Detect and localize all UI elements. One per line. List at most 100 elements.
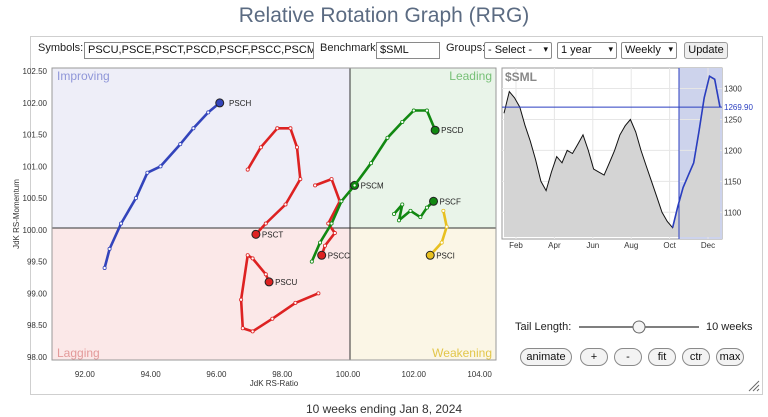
quadrant-improving: [52, 68, 350, 228]
benchmark-y-tick: 1250: [724, 115, 742, 124]
tail-line: [428, 209, 448, 257]
tail-point: [313, 183, 318, 188]
benchmark-current-value: 1269.90: [724, 103, 753, 112]
tail-point: [424, 205, 429, 210]
series-label: PSCT: [262, 230, 283, 239]
tail-length-value: 10 weeks: [706, 321, 753, 333]
tail-point: [400, 119, 405, 124]
frequency-select[interactable]: Weekly ▾: [621, 42, 677, 59]
y-tick-label: 100.50: [23, 194, 48, 203]
tail-point: [263, 221, 268, 226]
series-label: PSCC: [328, 251, 350, 260]
x-tick-label: 96.00: [206, 370, 227, 379]
fit-button[interactable]: fit: [648, 348, 676, 366]
zoom-in-button[interactable]: +: [580, 348, 608, 366]
benchmark-x-tick: Feb: [509, 241, 523, 250]
tail-point: [133, 196, 138, 201]
tail-point: [145, 170, 150, 175]
tail-point: [318, 240, 323, 245]
tail-point: [329, 221, 334, 226]
tail-point: [400, 202, 405, 207]
update-button[interactable]: Update: [684, 42, 728, 59]
head-marker[interactable]: [317, 250, 327, 260]
benchmark-line-highlight: [671, 74, 721, 228]
tail-point: [316, 291, 321, 296]
benchmark-y-tick: 1200: [724, 146, 742, 155]
chevron-down-icon: ▾: [543, 44, 548, 54]
x-tick-label: 92.00: [75, 370, 96, 379]
benchmark-label: Benchmark:: [320, 42, 379, 54]
tail-point: [275, 126, 280, 131]
y-tick-label: 102.50: [23, 67, 48, 76]
tail-point: [245, 167, 250, 172]
zoom-out-button[interactable]: -: [614, 348, 642, 366]
slider-handle[interactable]: [632, 320, 646, 334]
quadrant-label-leading: Leading: [449, 69, 492, 83]
period-select[interactable]: 1 year ▾: [557, 42, 617, 59]
tail-point: [411, 108, 416, 113]
series-pscu: PSCU: [239, 253, 321, 334]
frequency-select-value: Weekly: [625, 44, 661, 56]
series-pscd: PSCD: [352, 108, 464, 188]
chevron-down-icon: ▾: [608, 44, 613, 54]
benchmark-x-tick: Oct: [663, 241, 676, 250]
series-label: PSCU: [275, 278, 297, 287]
benchmark-current-badge: [723, 101, 761, 113]
tail-point: [418, 215, 423, 220]
tail-point: [102, 265, 107, 270]
benchmark-title: $SML: [505, 70, 537, 84]
benchmark-x-tick: Apr: [548, 241, 561, 250]
quadrant-label-lagging: Lagging: [57, 346, 100, 360]
benchmark-y-tick: 1100: [724, 208, 742, 217]
tail-point: [332, 231, 337, 236]
tail-point: [250, 329, 255, 334]
benchmark-y-tick: 1150: [724, 177, 742, 186]
tail-point: [441, 208, 446, 213]
y-axis-label: JdK RS-Momentum: [12, 179, 21, 249]
benchmark-input[interactable]: $SML: [376, 42, 440, 59]
resize-handle-icon[interactable]: [746, 378, 760, 392]
tail-point: [206, 110, 211, 115]
y-tick-label: 100.00: [23, 226, 48, 235]
quadrant-label-weakening: Weakening: [432, 346, 492, 360]
symbols-input[interactable]: PSCU,PSCE,PSCT,PSCD,PSCF,PSCC,PSCM,PS(: [84, 42, 314, 59]
head-marker[interactable]: [264, 277, 274, 287]
animate-button[interactable]: animate: [520, 348, 572, 366]
groups-select[interactable]: - Select - ▾: [484, 42, 552, 59]
head-marker[interactable]: [215, 98, 225, 108]
tail-point: [295, 145, 300, 150]
tail-point: [309, 259, 314, 264]
center-button[interactable]: ctr: [682, 348, 710, 366]
tail-point: [298, 177, 303, 182]
tail-length-label: Tail Length:: [515, 321, 572, 333]
y-tick-label: 101.00: [23, 162, 48, 171]
head-marker[interactable]: [429, 196, 439, 206]
tail-point: [107, 246, 112, 251]
tail-length-slider[interactable]: [575, 318, 703, 336]
y-tick-label: 98.50: [27, 321, 48, 330]
series-psci: PSCI: [425, 208, 455, 260]
max-button[interactable]: max: [716, 348, 744, 366]
tail-point: [293, 300, 298, 305]
head-marker[interactable]: [251, 229, 261, 239]
x-tick-label: 104.00: [467, 370, 492, 379]
footer-caption: 10 weeks ending Jan 8, 2024: [305, 402, 463, 416]
x-tick-label: 102.00: [402, 370, 427, 379]
y-tick-label: 99.00: [27, 289, 48, 298]
tail-point: [339, 199, 344, 204]
series-label: PSCI: [436, 251, 455, 260]
head-marker[interactable]: [430, 125, 440, 135]
page-title: Relative Rotation Graph (RRG): [238, 4, 530, 27]
tail-point: [439, 240, 444, 245]
head-marker[interactable]: [425, 250, 435, 260]
tail-point: [263, 272, 268, 277]
series-label: PSCD: [441, 126, 463, 135]
series-label: PSCH: [229, 99, 251, 108]
tail-point: [322, 243, 327, 248]
tail-point: [408, 208, 413, 213]
y-tick-label: 102.00: [23, 99, 48, 108]
benchmark-y-tick: 1300: [724, 85, 742, 94]
x-tick-label: 100.00: [336, 370, 361, 379]
